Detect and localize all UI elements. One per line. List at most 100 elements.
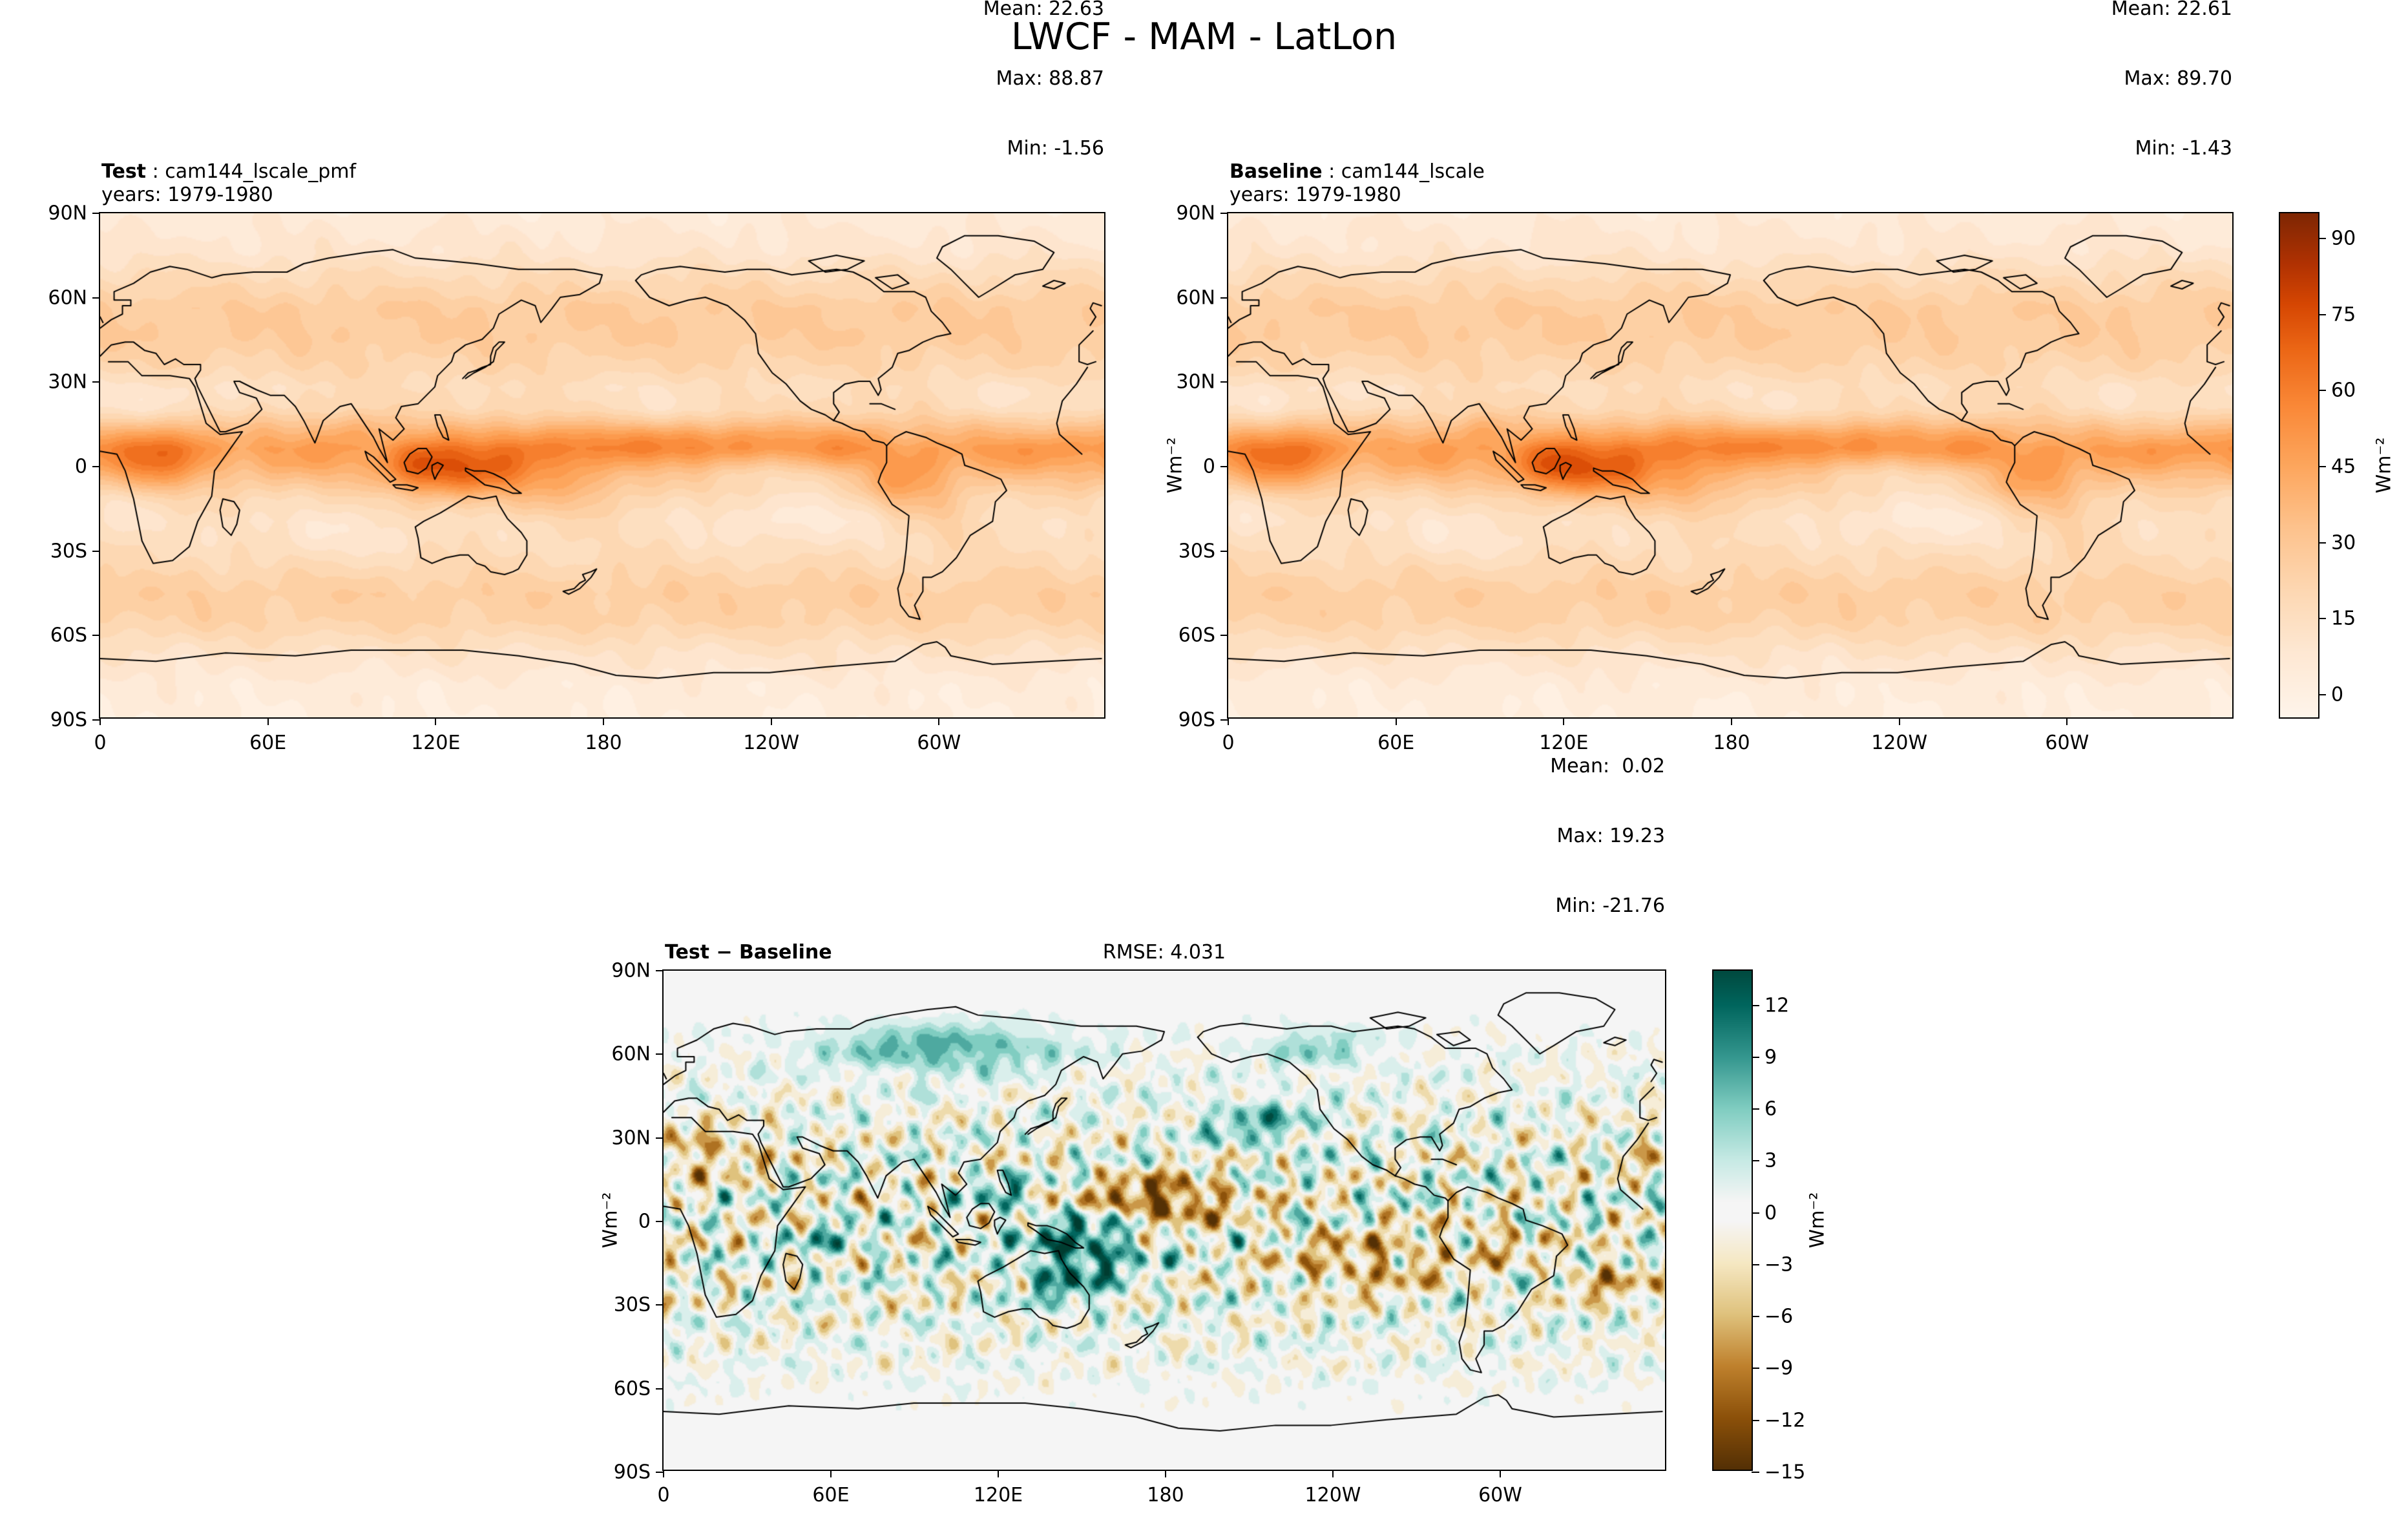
colorbar-tick-label: 15 xyxy=(2331,607,2356,630)
lat-tick-mark xyxy=(92,466,100,467)
baseline-stat-min: Min: -1.43 xyxy=(2135,137,2233,160)
colorbar-tick-mark xyxy=(1752,1160,1759,1162)
lon-tick-label: 180 xyxy=(585,732,622,754)
lon-tick-label: 180 xyxy=(1713,732,1750,754)
lon-tick-label: 120E xyxy=(973,1484,1023,1506)
lon-tick-mark xyxy=(267,717,269,725)
lon-tick-label: 180 xyxy=(1147,1484,1184,1506)
lon-tick-mark xyxy=(830,1470,832,1477)
figure-title: LWCF - MAM - LatLon xyxy=(1010,16,1398,58)
colorbar-tick-mark xyxy=(1752,1263,1759,1265)
lon-tick-label: 60W xyxy=(1478,1484,1522,1506)
difference-stats-block: Mean: 0.02 Max: 19.23 Min: -21.76 xyxy=(1550,708,1665,964)
lat-tick-mark xyxy=(1220,466,1228,467)
baseline-years: years: 1979-1980 xyxy=(1230,184,1401,206)
lat-tick-label: 60N xyxy=(48,286,87,310)
colorbar-tick-mark xyxy=(1752,1056,1759,1058)
test-label: Test xyxy=(101,160,147,183)
lat-tick-mark xyxy=(1220,297,1228,299)
difference-panel-header: Test − Baseline xyxy=(665,941,832,964)
main-colorbar-unit-label: Wm⁻² xyxy=(2372,437,2396,494)
colorbar-tick-mark xyxy=(2318,466,2326,467)
colorbar-tick-label: 75 xyxy=(2331,303,2356,326)
lat-tick-mark xyxy=(656,1472,664,1473)
lat-tick-label: 60S xyxy=(613,1377,651,1400)
colorbar-tick-label: −9 xyxy=(1764,1357,1794,1380)
lon-tick-label: 60E xyxy=(1377,732,1415,754)
test-separator: : xyxy=(146,160,165,183)
lat-tick-label: 90N xyxy=(611,959,651,982)
lat-tick-label: 30N xyxy=(611,1126,651,1150)
lon-tick-label: 60E xyxy=(249,732,287,754)
colorbar-tick-mark xyxy=(1752,1212,1759,1214)
lat-tick-mark xyxy=(1220,381,1228,383)
lat-tick-label: 90S xyxy=(1178,708,1215,732)
lat-tick-label: 30S xyxy=(1178,540,1215,563)
lon-tick-mark xyxy=(1332,1470,1334,1477)
lat-tick-label: 90S xyxy=(50,708,87,732)
difference-colorbar: Wm⁻² 12 9 6 3 0 −3 −6 −9 −12 −15 xyxy=(1712,969,1829,1484)
colorbar-tick-label: 60 xyxy=(2331,379,2356,402)
colorbar-tick-label: 30 xyxy=(2331,531,2356,555)
lat-tick-mark xyxy=(1220,213,1228,214)
baseline-y-axis-unit-label: Wm⁻² xyxy=(1164,437,1187,494)
lat-tick-mark xyxy=(92,550,100,552)
lat-tick-mark xyxy=(1220,635,1228,637)
lat-tick-label: 0 xyxy=(74,455,87,478)
lon-tick-mark xyxy=(938,717,940,725)
lat-tick-mark xyxy=(1220,550,1228,552)
colorbar-tick-mark xyxy=(1752,1472,1759,1473)
colorbar-tick-label: 3 xyxy=(1764,1149,1777,1172)
test-map-canvas xyxy=(100,213,1104,717)
lon-tick-mark xyxy=(99,717,101,725)
test-stat-mean: Mean: 22.63 xyxy=(983,0,1104,20)
lat-tick-mark xyxy=(92,297,100,299)
lat-tick-label: 30N xyxy=(1176,370,1215,394)
lat-tick-label: 90S xyxy=(613,1461,651,1484)
colorbar-tick-mark xyxy=(2318,618,2326,620)
baseline-label: Baseline xyxy=(1230,160,1323,183)
colorbar-tick-mark xyxy=(2318,313,2326,315)
colorbar-tick-mark xyxy=(1752,1004,1759,1006)
lon-tick-label: 0 xyxy=(657,1484,670,1506)
rmse-value: RMSE: 4.031 xyxy=(1102,941,1226,964)
lon-tick-label: 120W xyxy=(1871,732,1928,754)
main-colorbar: Wm⁻² 90 75 60 45 30 15 0 xyxy=(2279,212,2396,719)
lat-tick-mark xyxy=(656,1137,664,1139)
test-dataset-name: cam144_lscale_pmf xyxy=(165,160,357,183)
colorbar-tick-mark xyxy=(1752,1419,1759,1421)
lat-tick-label: 60S xyxy=(50,624,87,647)
lon-tick-mark xyxy=(1731,717,1732,725)
difference-stat-min: Min: -21.76 xyxy=(1555,894,1665,917)
test-panel-header: Test : cam144_lscale_pmf years: 1979-1980 xyxy=(101,160,356,207)
colorbar-tick-label: 6 xyxy=(1764,1097,1777,1121)
baseline-stat-mean: Mean: 22.61 xyxy=(2111,0,2232,20)
lat-tick-label: 90N xyxy=(48,202,87,225)
colorbar-tick-label: 0 xyxy=(2331,683,2344,706)
colorbar-tick-label: −15 xyxy=(1764,1461,1806,1484)
lon-tick-label: 120E xyxy=(411,732,461,754)
test-stat-min: Min: -1.56 xyxy=(1007,137,1105,160)
difference-colorbar-unit-label: Wm⁻² xyxy=(1806,1192,1829,1249)
test-years: years: 1979-1980 xyxy=(101,184,273,206)
lat-tick-label: 60S xyxy=(1178,624,1215,647)
baseline-stats-block: Mean: 22.61 Max: 89.70 Min: -1.43 xyxy=(2111,0,2232,207)
baseline-separator: : xyxy=(1322,160,1341,183)
lon-tick-label: 120E xyxy=(1539,732,1589,754)
colorbar-tick-mark xyxy=(2318,238,2326,240)
lat-tick-mark xyxy=(656,1221,664,1222)
colorbar-tick-mark xyxy=(1752,1108,1759,1110)
lat-tick-mark xyxy=(92,635,100,637)
lat-tick-label: 30S xyxy=(50,540,87,563)
lat-tick-mark xyxy=(92,719,100,721)
lat-tick-mark xyxy=(92,381,100,383)
lon-tick-mark xyxy=(770,717,772,725)
lat-tick-label: 60N xyxy=(611,1042,651,1066)
lat-tick-label: 30S xyxy=(613,1293,651,1316)
colorbar-tick-label: −12 xyxy=(1764,1409,1806,1432)
lon-tick-mark xyxy=(603,717,604,725)
difference-stat-max: Max: 19.23 xyxy=(1556,825,1665,847)
lon-tick-label: 60E xyxy=(812,1484,850,1506)
difference-y-axis-unit-label: Wm⁻² xyxy=(599,1192,622,1249)
